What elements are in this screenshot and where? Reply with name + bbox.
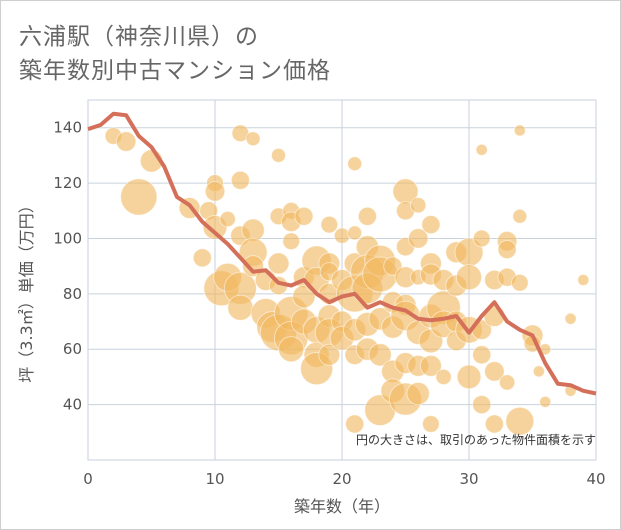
- y-tick-label: 80: [63, 285, 82, 303]
- data-bubble: [472, 229, 491, 248]
- data-bubble: [357, 206, 377, 226]
- y-tick-label: 60: [63, 340, 82, 358]
- trend-line: [87, 111, 597, 396]
- data-bubble: [227, 294, 254, 321]
- data-bubble: [282, 232, 301, 251]
- data-bubble: [192, 248, 212, 268]
- data-bubble: [230, 170, 250, 190]
- data-bubble: [347, 156, 363, 172]
- x-tick-label: 20: [332, 470, 351, 488]
- data-bubble: [347, 225, 363, 241]
- data-bubble: [498, 374, 516, 391]
- data-bubble: [368, 343, 392, 367]
- data-bubble: [278, 336, 305, 363]
- data-bubble: [320, 215, 339, 234]
- data-bubble: [484, 361, 505, 382]
- data-bubble: [318, 343, 341, 366]
- data-bubble: [115, 131, 137, 152]
- data-bubble: [245, 131, 261, 147]
- data-bubble: [539, 395, 552, 408]
- data-bubble: [419, 354, 442, 377]
- y-tick-label: 40: [63, 396, 82, 414]
- data-bubble: [410, 197, 427, 214]
- x-tick-label: 30: [459, 470, 478, 488]
- y-tick-label: 140: [53, 119, 82, 137]
- data-bubble: [472, 395, 492, 415]
- data-bubble: [219, 210, 236, 228]
- data-bubble: [505, 406, 535, 436]
- y-tick-label: 120: [53, 174, 82, 192]
- data-bubble: [294, 206, 314, 226]
- data-bubble: [484, 414, 504, 434]
- data-bubble: [333, 227, 351, 244]
- data-bubble: [564, 312, 577, 325]
- chart-title-line2: 築年数別中古マンション価格: [19, 58, 331, 84]
- data-bubble: [292, 284, 316, 309]
- x-axis-label: 築年数（年）: [294, 497, 390, 516]
- data-bubble: [455, 264, 483, 291]
- data-bubble: [271, 147, 286, 163]
- data-bubble: [456, 364, 482, 390]
- size-note: 円の大きさは、取引のあった物件面積を示す: [356, 432, 596, 447]
- x-tick-label: 0: [83, 470, 93, 488]
- chart-title-line1: 六浦駅（神奈川県）の: [19, 24, 259, 50]
- data-bubble: [435, 368, 452, 386]
- tick-labels: 0 10 20 30 40 40 60 80 100 120 140: [53, 119, 605, 488]
- data-bubble: [472, 345, 492, 365]
- y-axis-label: 坪（3.3㎡）単価（万円）: [17, 197, 36, 382]
- y-tick-label: 100: [53, 229, 82, 247]
- data-bubble: [512, 208, 528, 224]
- data-bubble: [421, 215, 441, 235]
- bubble-layer: [104, 124, 590, 436]
- data-bubble: [577, 273, 590, 287]
- data-bubble: [497, 239, 517, 260]
- data-bubble: [532, 365, 545, 378]
- data-bubble: [513, 124, 526, 137]
- data-bubble: [120, 178, 158, 216]
- data-bubble: [406, 381, 430, 406]
- data-bubble: [475, 143, 488, 156]
- data-bubble: [510, 273, 529, 292]
- data-bubble: [422, 415, 440, 433]
- x-tick-label: 10: [205, 470, 224, 488]
- data-bubble: [407, 228, 429, 249]
- data-bubble: [204, 181, 226, 202]
- x-tick-label: 40: [586, 470, 605, 488]
- data-bubble: [267, 252, 290, 275]
- data-bubble: [345, 414, 365, 434]
